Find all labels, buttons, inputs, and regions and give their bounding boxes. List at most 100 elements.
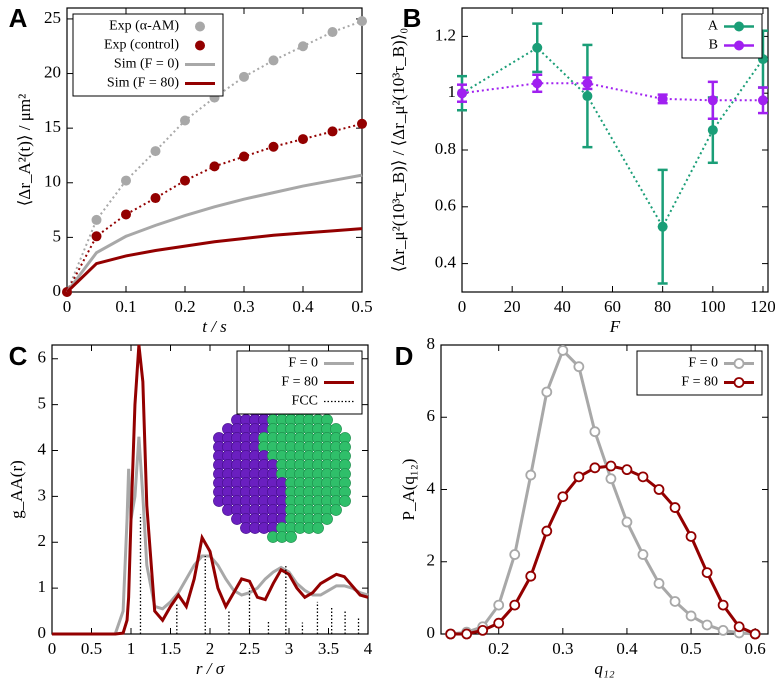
data-point bbox=[121, 175, 131, 186]
x-tick-label: 0.3 bbox=[552, 639, 573, 658]
data-point bbox=[509, 599, 521, 611]
data-point bbox=[669, 502, 681, 513]
y-tick-label: 0 bbox=[53, 281, 62, 300]
data-point bbox=[657, 93, 668, 104]
x-tick-label: 0.5 bbox=[351, 297, 372, 316]
panel: A 0 0.1 0.2 0.3 0.4 0.5 0 5 10 15 20 25 t / s ⟨Δr_A²(t… bbox=[9, 3, 373, 336]
y-tick-label: 1 bbox=[38, 577, 47, 596]
data-point bbox=[532, 42, 543, 53]
y-tick-label: 0 bbox=[38, 623, 47, 642]
y-tick-label: 6 bbox=[38, 348, 47, 367]
y-axis-label: ⟨Δr_A²(t)⟩ / μm² bbox=[15, 94, 34, 206]
data-point bbox=[457, 88, 467, 99]
data-point bbox=[589, 462, 601, 474]
x-tick-label: 80 bbox=[654, 297, 671, 316]
x-tick-label: 1 bbox=[127, 639, 136, 658]
legend-marker bbox=[733, 377, 745, 388]
data-point bbox=[707, 95, 718, 106]
y-tick-label: 3 bbox=[38, 485, 47, 504]
x-tick-label: 20 bbox=[504, 297, 521, 316]
data-point bbox=[541, 386, 553, 398]
series-line bbox=[65, 227, 363, 294]
y-axis-label: P_A(q₁₂) bbox=[399, 459, 418, 521]
data-point bbox=[525, 469, 537, 481]
y-tick-label: 5 bbox=[53, 226, 62, 245]
data-point bbox=[268, 141, 279, 152]
data-point bbox=[757, 95, 768, 106]
x-tick-label: 120 bbox=[750, 297, 775, 316]
x-tick-label: 2.5 bbox=[239, 639, 260, 658]
x-tick-label: 2 bbox=[206, 639, 215, 658]
legend-marker bbox=[734, 21, 744, 32]
data-point bbox=[327, 27, 338, 38]
y-tick-label: 15 bbox=[44, 117, 61, 136]
data-point bbox=[327, 126, 338, 137]
y-tick-label: 1.2 bbox=[435, 25, 456, 44]
y-tick-label: 0 bbox=[427, 623, 436, 642]
data-point bbox=[445, 628, 457, 640]
data-point bbox=[621, 516, 633, 528]
inset-sphere bbox=[339, 495, 351, 507]
inset-sphere bbox=[330, 504, 342, 516]
y-tick-label: 6 bbox=[427, 406, 436, 425]
x-tick-label: 3 bbox=[285, 639, 294, 658]
data-point bbox=[357, 118, 367, 129]
data-point bbox=[239, 151, 249, 162]
data-point bbox=[717, 599, 729, 611]
y-axis-label: ⟨Δr_μ²(10³τ_B)⟩ / ⟨Δr_μ²(10³τ_B)⟩₀ bbox=[389, 28, 408, 273]
legend-label: F = 0 bbox=[288, 356, 318, 371]
data-point bbox=[657, 221, 668, 232]
data-point bbox=[733, 621, 745, 633]
data-point bbox=[605, 473, 617, 485]
legend-label: F = 80 bbox=[281, 375, 318, 390]
data-point bbox=[717, 624, 729, 636]
panel: B 0 20 40 60 80 100 120 0.4 0.6 0.8 1 1.2 F ⟨Δr_μ²(10³… bbox=[389, 3, 775, 336]
data-point bbox=[685, 610, 697, 622]
data-point bbox=[91, 231, 102, 242]
x-tick-label: 0.2 bbox=[488, 639, 509, 658]
legend-marker bbox=[733, 358, 745, 369]
data-point bbox=[357, 16, 367, 27]
data-point bbox=[209, 161, 220, 172]
legend-label: Sim (F = 0) bbox=[114, 57, 179, 72]
x-tick-label: 60 bbox=[604, 297, 621, 316]
x-tick-label: 0 bbox=[48, 639, 57, 658]
y-tick-label: 2 bbox=[427, 551, 436, 570]
data-point bbox=[525, 570, 537, 582]
inset-sphere bbox=[321, 513, 333, 525]
x-tick-label: 0.4 bbox=[292, 297, 314, 316]
x-axis-label: q₁₂ bbox=[594, 659, 614, 678]
legend-box bbox=[681, 13, 763, 59]
data-point bbox=[653, 578, 665, 589]
data-point bbox=[701, 619, 713, 631]
x-tick-label: 0.3 bbox=[233, 297, 254, 316]
data-point bbox=[621, 464, 633, 476]
data-point bbox=[605, 460, 617, 472]
legend-label: F = 80 bbox=[681, 375, 718, 390]
panel-letter: A bbox=[9, 3, 28, 33]
x-tick-label: 0.1 bbox=[115, 297, 136, 316]
y-tick-label: 5 bbox=[38, 394, 47, 413]
series-line bbox=[66, 20, 363, 293]
x-tick-label: 0.6 bbox=[745, 639, 766, 658]
x-tick-label: 0 bbox=[458, 297, 467, 316]
panel: C 0 0.5 1 1.5 2 2.5 3 3.5 4 0 1 2 3 4 5 6 r / σ g_AA(r) F =… bbox=[7, 341, 373, 678]
data-point bbox=[121, 209, 131, 220]
legend-label: Sim (F = 80) bbox=[107, 76, 179, 91]
data-point bbox=[582, 78, 593, 89]
x-tick-label: 100 bbox=[700, 297, 726, 316]
panel-letter: B bbox=[403, 3, 422, 33]
data-point bbox=[298, 134, 308, 145]
y-tick-label: 10 bbox=[44, 172, 61, 191]
data-point bbox=[239, 71, 249, 82]
data-point bbox=[573, 361, 585, 373]
data-point bbox=[493, 617, 505, 629]
x-tick-label: 0.5 bbox=[680, 639, 701, 658]
data-point bbox=[669, 596, 681, 607]
y-tick-label: 1 bbox=[448, 82, 457, 101]
y-axis-label: g_AA(r) bbox=[7, 460, 26, 519]
data-point bbox=[509, 549, 521, 560]
series-line bbox=[52, 436, 369, 636]
data-point bbox=[91, 214, 102, 225]
